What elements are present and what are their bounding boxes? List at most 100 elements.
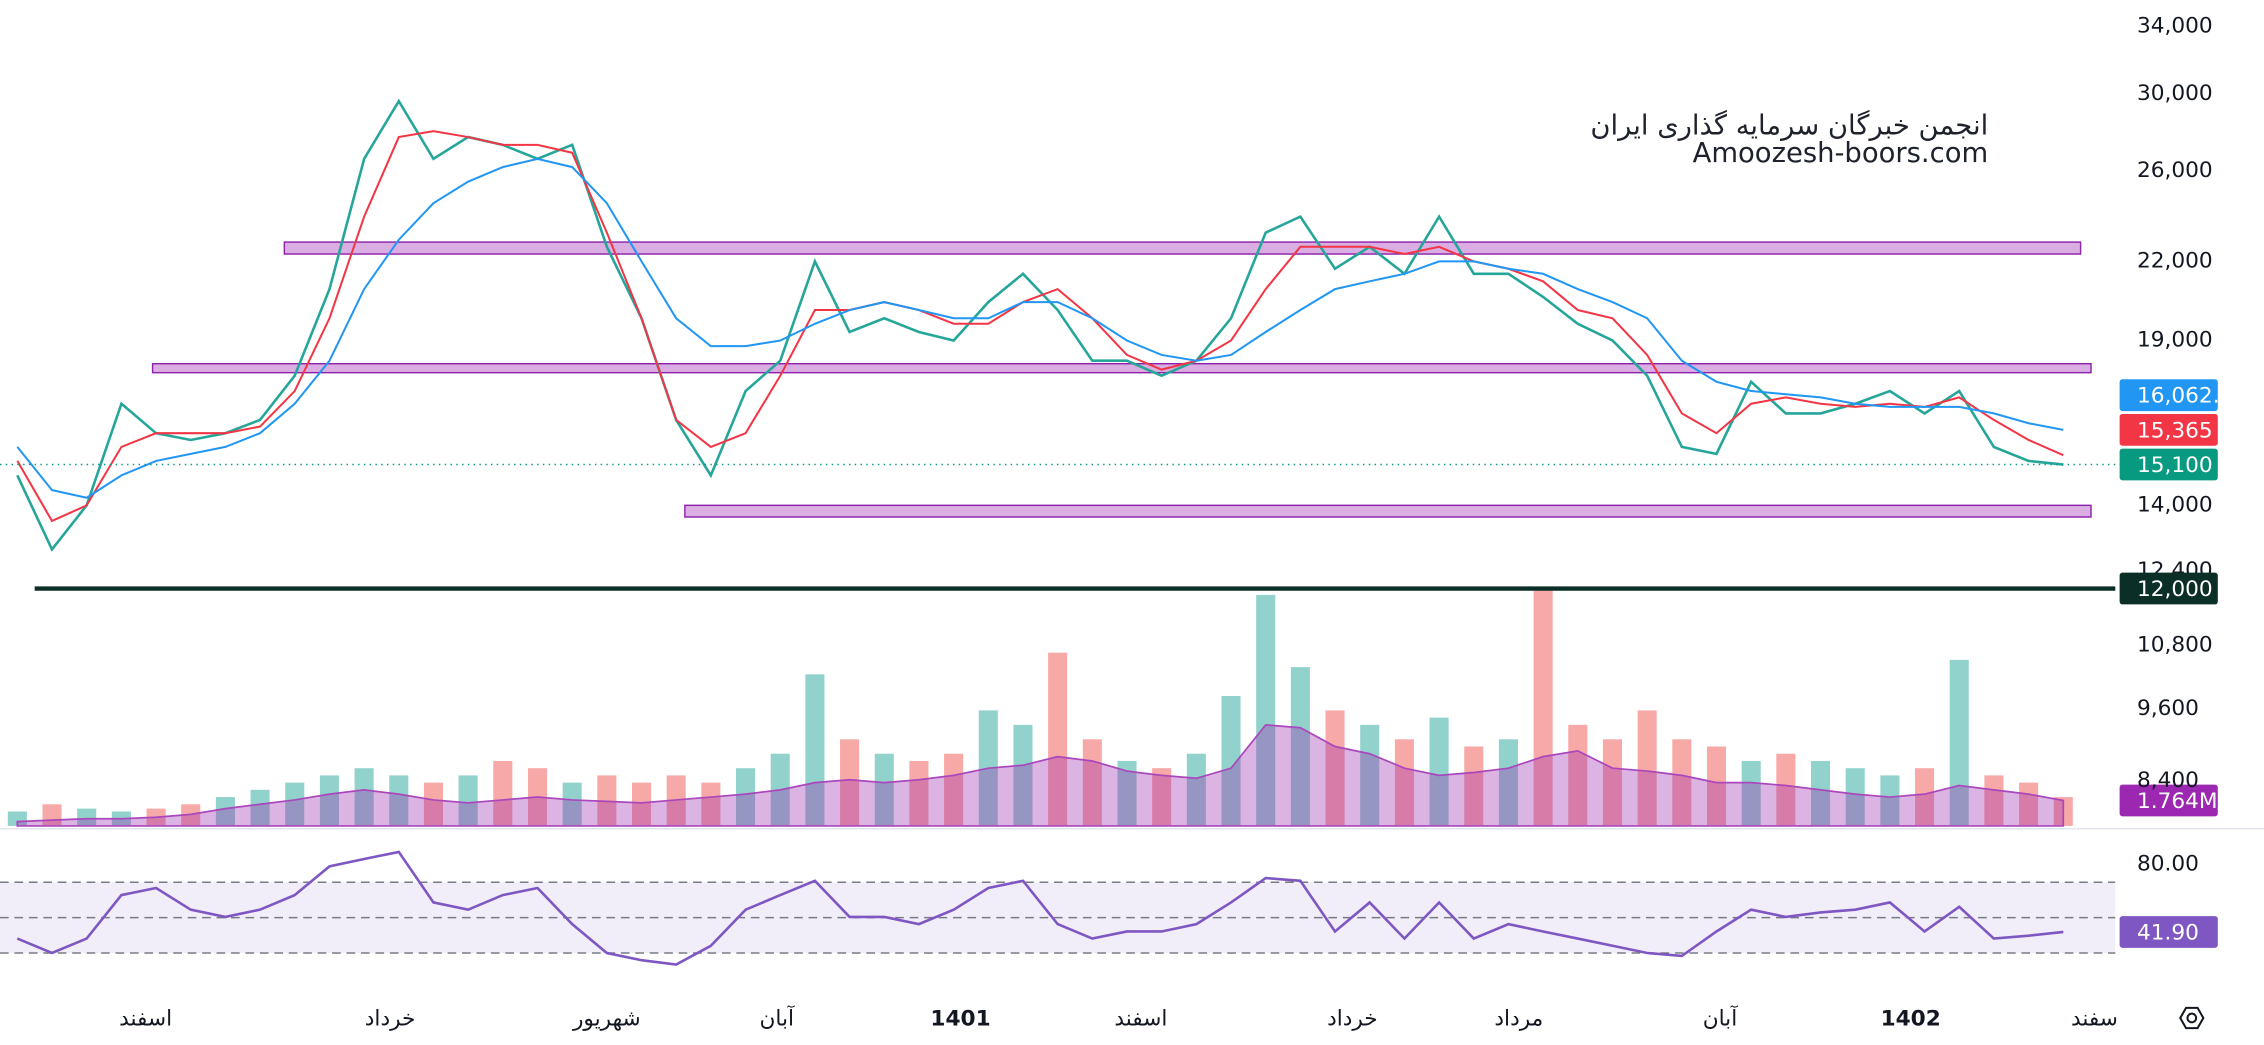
volume-bar bbox=[1915, 768, 1935, 826]
x-tick-label: 1402 bbox=[1881, 1006, 1941, 1031]
y-tick-label: 19,000 bbox=[2137, 327, 2213, 352]
volume-bar bbox=[1949, 659, 1969, 826]
axis-layer: 1.764M 34,000 30,000 26,000 22,000 19,000 14,0… bbox=[119, 13, 2261, 1031]
volume-bar bbox=[1706, 746, 1727, 826]
axis-value-label: 12,000 bbox=[2137, 577, 2213, 602]
volume-bar bbox=[874, 753, 894, 826]
y-tick-label: 22,000 bbox=[2137, 248, 2213, 273]
zone bbox=[151, 362, 2092, 374]
axis-value-label: 41.90 bbox=[2137, 920, 2199, 945]
volume-bar bbox=[319, 775, 339, 826]
y-tick-label: 8,400 bbox=[2137, 768, 2199, 793]
volume-bar bbox=[1602, 739, 1623, 826]
volume-bar bbox=[805, 674, 825, 826]
volume-bar bbox=[1880, 775, 1900, 826]
x-tick-label: خرداد bbox=[365, 1006, 416, 1031]
volume-bar bbox=[562, 782, 582, 826]
y-tick-label: 80.00 bbox=[2137, 852, 2199, 877]
volume-ma-area bbox=[16, 723, 2065, 827]
series-line bbox=[16, 850, 2064, 966]
volume-bar bbox=[944, 753, 964, 826]
y-tick-label: 26,000 bbox=[2137, 158, 2213, 183]
icon-dot bbox=[2186, 1012, 2198, 1024]
volume-bar bbox=[1429, 717, 1449, 826]
volume-bar bbox=[1845, 768, 1865, 826]
rsi-layer bbox=[0, 850, 2116, 966]
volume-bar bbox=[1672, 739, 1692, 826]
volume-bar bbox=[389, 775, 409, 826]
x-tick-label: 1401 bbox=[930, 1006, 990, 1031]
volume-bar bbox=[1776, 753, 1796, 826]
volume-bar bbox=[909, 760, 929, 826]
axis-value-label: 15,365 bbox=[2137, 418, 2213, 443]
volume-bar bbox=[423, 782, 443, 826]
axis-value-label: 1.764M bbox=[2137, 789, 2218, 814]
axis-value-box bbox=[2119, 916, 2218, 948]
series-line bbox=[16, 98, 2064, 552]
volume-bar bbox=[493, 760, 513, 826]
y-tick-label: 14,000 bbox=[2137, 492, 2213, 517]
volume-bar bbox=[1464, 746, 1484, 826]
volume-bar bbox=[1013, 724, 1033, 826]
price-layer: انجمن خبرگان سرمایه گذاری ایرانAmoozesh-… bbox=[0, 98, 2116, 591]
x-tick-label: اسفند bbox=[119, 1006, 172, 1031]
watermark-text: Amoozesh-boors.com bbox=[1693, 138, 1989, 169]
volume-bar bbox=[1048, 652, 1068, 826]
y-tick-label: 30,000 bbox=[2137, 81, 2213, 106]
axis-value-box bbox=[2119, 413, 2218, 446]
volume-bar bbox=[1637, 710, 1657, 826]
volume-bar bbox=[1394, 739, 1414, 826]
volume-bar bbox=[1325, 710, 1345, 826]
volume-bar bbox=[1533, 587, 1553, 826]
axis-value-box bbox=[2119, 784, 2218, 817]
x-tick-label: اسفند bbox=[1114, 1006, 1167, 1031]
watermark-text: انجمن خبرگان سرمایه گذاری ایران bbox=[1590, 110, 1988, 142]
volume-bar bbox=[1117, 760, 1137, 826]
zone bbox=[684, 504, 2092, 518]
x-tick-label: شهریور bbox=[572, 1006, 641, 1031]
axis-value-box bbox=[2119, 572, 2218, 605]
axis-value-box bbox=[2119, 448, 2218, 481]
volume-bar bbox=[1498, 739, 1518, 826]
volume-bar bbox=[1741, 760, 1761, 826]
x-tick-label: مرداد bbox=[1494, 1006, 1543, 1031]
axis-value-box bbox=[2119, 379, 2218, 412]
volume-bar bbox=[701, 782, 721, 826]
x-tick-label: سفند bbox=[2071, 1006, 2118, 1031]
volume-bar bbox=[1984, 775, 2004, 826]
x-tick-label: آبان bbox=[759, 1004, 795, 1031]
volume-bar bbox=[736, 768, 756, 826]
settings-icon[interactable] bbox=[2179, 1006, 2205, 1030]
y-tick-label: 9,600 bbox=[2137, 696, 2199, 721]
volume-bar bbox=[354, 768, 374, 826]
volume-bar bbox=[1256, 594, 1276, 826]
x-tick-label: خرداد bbox=[1327, 1006, 1378, 1031]
volume-bar bbox=[1810, 760, 1831, 826]
volume-layer bbox=[7, 587, 2073, 827]
volume-bar bbox=[285, 782, 305, 826]
series-line bbox=[16, 157, 2064, 499]
axis-value-label: 16,062.313 bbox=[2137, 384, 2261, 409]
volume-bar bbox=[250, 789, 270, 826]
y-tick-label: 34,000 bbox=[2137, 13, 2213, 38]
volume-bar bbox=[840, 739, 860, 826]
y-tick-label: 10,800 bbox=[2137, 632, 2213, 657]
volume-bar bbox=[631, 782, 652, 826]
series-line bbox=[16, 130, 2064, 523]
icon-shape bbox=[2179, 1006, 2205, 1030]
volume-bar bbox=[215, 797, 235, 826]
zone bbox=[283, 241, 2082, 255]
volume-bar bbox=[1290, 667, 1310, 826]
volume-bar bbox=[1186, 753, 1206, 826]
volume-bar bbox=[1568, 724, 1588, 826]
volume-bar bbox=[77, 808, 97, 826]
volume-bar bbox=[1360, 724, 1380, 826]
axis-value-label: 15,100 bbox=[2137, 453, 2213, 478]
volume-bar bbox=[1221, 695, 1241, 826]
volume-bar bbox=[7, 811, 27, 826]
x-tick-label: آبان bbox=[1703, 1004, 1739, 1031]
volume-bar bbox=[458, 775, 478, 826]
volume-bar bbox=[1152, 768, 1172, 826]
